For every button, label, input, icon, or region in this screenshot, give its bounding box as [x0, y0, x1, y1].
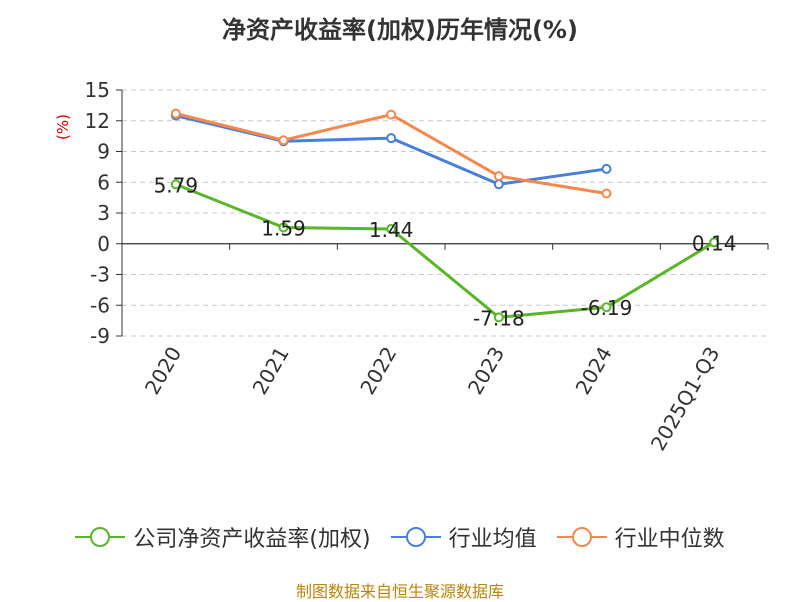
y-tick-label: 6	[97, 170, 110, 194]
data-point	[386, 223, 397, 234]
legend-marker	[556, 527, 607, 547]
data-labels: 5.79 1.59 1.44 -7.18 -6.19 0.14	[154, 173, 737, 330]
x-tick-label: 2025Q1-Q3	[646, 343, 725, 455]
data-point	[493, 179, 504, 190]
data-point	[709, 237, 720, 248]
data-label: 5.79	[154, 173, 199, 197]
legend-item[interactable]: 行业中位数	[556, 521, 725, 553]
y-tick-label: 9	[97, 140, 110, 164]
data-label: 1.44	[369, 218, 414, 242]
data-label: 0.14	[692, 231, 737, 255]
y-tick-label: -6	[90, 293, 110, 317]
legend-label: 行业中位数	[614, 527, 725, 552]
x-tick-label: 2024	[571, 343, 617, 399]
series-line	[175, 114, 607, 186]
y-tick-label: 12	[85, 109, 110, 133]
line-chart: 15 12 9 6 3 0 -3 -6 -9 2020 2021 2022 2023 2024 2025Q1…	[54, 78, 769, 455]
data-point	[601, 163, 612, 174]
data-point	[493, 171, 504, 182]
x-tick-label: 2021	[248, 343, 294, 399]
legend: 公司净资产收益率(加权) 行业均值 行业中位数	[0, 520, 800, 554]
y-tick-label: 0	[97, 232, 110, 256]
data-point	[493, 312, 504, 323]
data-point	[386, 109, 397, 120]
chart-title: 净资产收益率(加权)历年情况(%)	[222, 16, 578, 44]
source-note: 制图数据来自恒生聚源数据库	[295, 582, 504, 601]
data-label: -6.19	[581, 296, 633, 320]
legend-marker	[75, 527, 126, 547]
y-axis-label: (%)	[54, 114, 72, 140]
series-lines	[170, 108, 720, 323]
data-point	[278, 222, 289, 233]
y-tick-label: -9	[90, 324, 110, 348]
x-tick-label: 2020	[140, 343, 186, 399]
data-point	[278, 135, 289, 146]
data-point	[170, 108, 181, 119]
x-tick-label: 2022	[355, 343, 401, 399]
legend-label: 行业均值	[448, 527, 537, 552]
data-point	[170, 179, 181, 190]
legend-item[interactable]: 公司净资产收益率(加权)	[75, 521, 371, 553]
data-label: 1.59	[261, 216, 306, 240]
y-tick-label: 3	[97, 201, 110, 225]
y-tick-label: 15	[85, 78, 110, 102]
legend-marker	[390, 527, 441, 547]
data-point	[601, 188, 612, 199]
data-point	[601, 302, 612, 313]
x-tick-label: 2023	[463, 343, 509, 399]
series-line	[175, 112, 607, 196]
legend-label: 公司净资产收益率(加权)	[133, 527, 371, 552]
data-label: -7.18	[473, 306, 525, 330]
y-tick-label: -3	[90, 263, 110, 287]
data-point	[386, 133, 397, 144]
series-line	[175, 183, 715, 319]
legend-item[interactable]: 行业均值	[390, 521, 537, 553]
